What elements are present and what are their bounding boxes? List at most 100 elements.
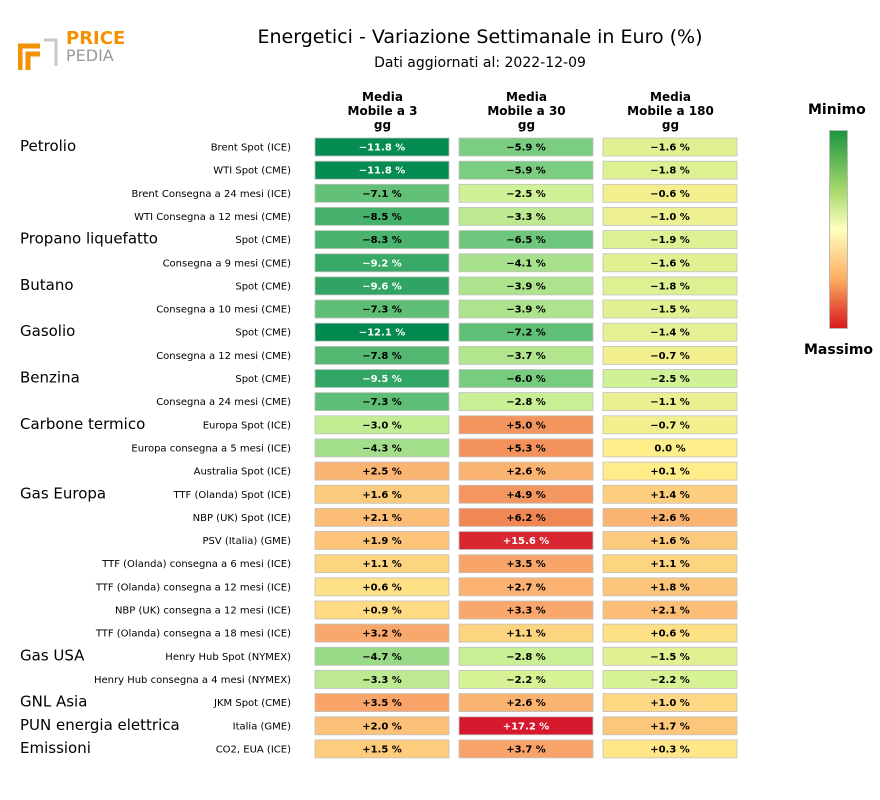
row-label: TTF (Olanda) consegna a 6 mesi (ICE) [101, 559, 291, 570]
cell-value-label: +1.5 % [362, 744, 402, 755]
heatmap-cell [602, 369, 738, 388]
cell-value-label: −1.8 % [650, 166, 690, 177]
cell-value-label: +0.6 % [650, 629, 690, 640]
legend-colorbar [829, 130, 848, 329]
cell-value-label: +1.0 % [650, 698, 690, 709]
heatmap-cell [602, 531, 738, 550]
chart-title: Energetici - Variazione Settimanale in E… [257, 26, 703, 48]
cell-value-label: −5.9 % [506, 143, 546, 154]
heatmap-cell [602, 577, 738, 597]
cell-value-label: −1.4 % [650, 328, 690, 339]
cell-value-label: +0.1 % [650, 467, 690, 478]
cell-value-label: −9.2 % [362, 258, 402, 269]
cell-value-label: −3.7 % [506, 351, 546, 362]
cell-value-label: −1.1 % [650, 397, 690, 408]
heatmap-cell [314, 646, 450, 666]
row-label: Consegna a 10 mesi (CME) [156, 305, 291, 316]
heatmap-cell [314, 623, 450, 643]
heatmap-cell [458, 461, 594, 481]
heatmap-cell [314, 739, 450, 759]
cell-value-label: −2.2 % [506, 675, 546, 686]
cell-value-label: −7.3 % [362, 305, 402, 316]
column-header-ma30: Media Mobile a 30 gg [487, 90, 566, 132]
cell-value-label: +2.6 % [650, 513, 690, 524]
heatmap-cell [458, 507, 594, 527]
heatmap-cell [458, 484, 594, 504]
cell-value-label: −8.5 % [362, 212, 402, 223]
heatmap-cell [602, 183, 738, 203]
cell-value-label: +1.9 % [362, 536, 402, 547]
heatmap-cell [602, 693, 738, 712]
cell-value-label: −3.9 % [506, 281, 546, 292]
cell-value-label: +5.3 % [506, 443, 546, 454]
cell-value-label: −1.8 % [650, 281, 690, 292]
row-label: Spot (CME) [235, 374, 291, 385]
cell-value-label: −6.0 % [506, 374, 546, 385]
heatmap-cell [602, 160, 738, 180]
cell-value-label: +6.2 % [506, 513, 546, 524]
row-label: Italia (GME) [233, 721, 291, 732]
heatmap-cell [314, 716, 450, 736]
row-label: WTI Spot (CME) [213, 166, 291, 177]
cell-value-label: +0.3 % [650, 744, 690, 755]
heatmap-cell [314, 345, 450, 365]
cell-value-label: −9.6 % [362, 281, 402, 292]
heatmap-cell [314, 484, 450, 504]
heatmap-cell [602, 554, 738, 574]
cell-value-label: −7.8 % [362, 351, 402, 362]
cell-value-label: +1.1 % [506, 629, 546, 640]
group-label: GNL Asia [20, 693, 87, 711]
row-label: Brent Spot (ICE) [211, 143, 291, 154]
heatmap-cell [314, 507, 450, 527]
row-label: Spot (CME) [235, 328, 291, 339]
heatmap-cell [314, 276, 450, 296]
group-label: Petrolio [20, 137, 76, 155]
group-label: Propano liquefatto [20, 230, 158, 248]
cell-value-label: −12.1 % [359, 328, 406, 339]
heatmap-cell [458, 739, 594, 759]
chart-subtitle: Dati aggiornati al: 2022-12-09 [374, 55, 586, 71]
row-label: Spot (CME) [235, 235, 291, 246]
cell-value-label: −0.7 % [650, 420, 690, 431]
heatmap-cell [602, 276, 738, 296]
cell-value-label: +2.1 % [362, 513, 402, 524]
cell-value-label: +1.8 % [650, 582, 690, 593]
heatmap-cell [458, 577, 594, 597]
cell-value-label: +1.6 % [362, 490, 402, 501]
heatmap-cell [458, 670, 594, 689]
row-label: TTF (Olanda) Spot (ICE) [172, 490, 291, 501]
heatmap-cell [314, 670, 450, 689]
cell-value-label: +2.6 % [506, 467, 546, 478]
column-header-ma3: Media Mobile a 3 gg [347, 90, 418, 132]
heatmap-cell [314, 693, 450, 712]
heatmap-cell [602, 484, 738, 504]
heatmap-cell [602, 392, 738, 412]
heatmap-cell [314, 577, 450, 597]
cell-value-label: −3.9 % [506, 305, 546, 316]
cell-value-label: −0.6 % [650, 189, 690, 200]
heatmap-cell [458, 160, 594, 180]
heatmap-cell [458, 646, 594, 666]
cell-value-label: +15.6 % [503, 536, 550, 547]
heatmap-cell [602, 716, 738, 736]
heatmap-cell [602, 253, 738, 273]
heatmap-cell [314, 183, 450, 203]
row-label: Brent Consegna a 24 mesi (ICE) [132, 189, 292, 200]
heatmap-cell [314, 438, 450, 458]
heatmap-cell [458, 276, 594, 296]
heatmap-cell [458, 253, 594, 273]
heatmap-cell [602, 137, 738, 157]
heatmap-cell [314, 299, 450, 319]
cell-value-label: +1.1 % [650, 559, 690, 570]
row-label: Consegna a 24 mesi (CME) [156, 397, 291, 408]
cell-value-label: +3.7 % [506, 744, 546, 755]
cell-value-label: +2.7 % [506, 582, 546, 593]
cell-value-label: −2.8 % [506, 397, 546, 408]
heatmap-cell [458, 322, 594, 342]
heatmap-cell [602, 230, 738, 250]
row-label: WTI Consegna a 12 mesi (CME) [134, 212, 291, 223]
cell-value-label: −3.3 % [362, 675, 402, 686]
heatmap-cell [314, 392, 450, 412]
cell-value-label: +5.0 % [506, 420, 546, 431]
